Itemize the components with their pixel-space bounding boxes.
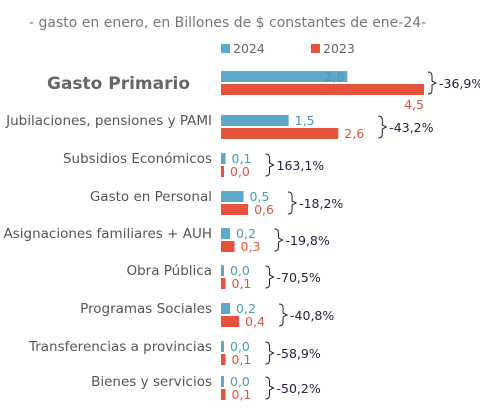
bar-2023	[221, 128, 339, 139]
category-label: Asignaciones familiares + AUH	[4, 226, 213, 242]
value-label-2024: 0,2	[236, 301, 256, 316]
bar-2024	[221, 191, 244, 202]
value-label-2024: 0,1	[232, 151, 252, 166]
value-label-2024: 1,5	[295, 113, 315, 128]
bar-2024	[221, 153, 226, 164]
value-label-2023: 0,6	[254, 202, 274, 217]
brace-connector	[288, 191, 298, 215]
variation-label: -18,2%	[299, 196, 343, 211]
bar-2024	[221, 115, 289, 126]
value-label-2024: 0,0	[230, 339, 250, 354]
value-label-2023: 4,5	[404, 97, 424, 112]
bar-2023	[221, 354, 226, 365]
variation-label: -43,2%	[389, 120, 433, 135]
brace-connector	[265, 376, 275, 400]
bar-2024	[221, 265, 224, 276]
brace-connector	[274, 228, 284, 252]
category-label: Programas Sociales	[80, 301, 212, 317]
value-label-2024: 0,2	[236, 226, 256, 241]
legend-label-2023: 2023	[323, 41, 355, 56]
value-label-2023: 0,0	[230, 164, 250, 179]
variation-label: -19,8%	[286, 233, 330, 248]
bar-2023	[221, 166, 224, 177]
variation-label: -50,2%	[277, 381, 321, 396]
bar-2024	[221, 303, 231, 314]
brace-connector	[378, 115, 388, 139]
variation-label: -70,5%	[277, 270, 321, 285]
bar-2024	[221, 376, 224, 387]
bars	[221, 71, 424, 400]
legend: 2024 2023	[221, 41, 355, 56]
bar-2024	[221, 71, 348, 82]
value-label-2024: 2,8	[324, 69, 344, 84]
variation-annotations: -36,9% -43,2% 163,1% -18,2% -19,8% -70,5% -40,…	[265, 71, 480, 400]
value-labels: 2,84,51,52,60,10,00,50,60,20,30,00,10,20…	[230, 69, 424, 402]
value-label-2023: 2,6	[344, 126, 364, 141]
chart-subtitle: - gasto en enero, en Billones de $ const…	[29, 15, 426, 31]
bar-2024	[221, 228, 231, 239]
brace-connector	[265, 341, 275, 365]
category-label: Transferencias a provincias	[28, 339, 212, 355]
brace-connector	[279, 303, 289, 327]
bar-2023	[221, 84, 424, 95]
value-label-2024: 0,5	[250, 189, 270, 204]
value-label-2024: 0,0	[230, 263, 250, 278]
category-label: Subsidios Económicos	[63, 151, 212, 167]
category-label: Gasto en Personal	[90, 189, 212, 205]
variation-label: 163,1%	[277, 158, 325, 173]
category-labels: Gasto Primario Jubilaciones, pensiones y …	[4, 74, 213, 390]
brace-connector	[265, 153, 275, 177]
value-label-2023: 0,3	[241, 239, 261, 254]
bar-2024	[221, 341, 224, 352]
bar-2023	[221, 389, 226, 400]
value-label-2023: 0,1	[232, 387, 252, 402]
variation-label: -58,9%	[277, 346, 321, 361]
value-label-2023: 0,4	[245, 314, 265, 329]
category-label: Bienes y servicios	[91, 374, 212, 390]
value-label-2024: 0,0	[230, 374, 250, 389]
brace-connector	[427, 71, 438, 95]
variation-label: -40,8%	[290, 308, 334, 323]
variation-label: -36,9%	[439, 76, 480, 91]
category-label: Obra Pública	[126, 263, 212, 279]
brace-connector	[265, 265, 275, 289]
legend-swatch-2024	[221, 44, 230, 53]
legend-swatch-2023	[311, 44, 320, 53]
bar-2023	[221, 278, 226, 289]
legend-label-2024: 2024	[233, 41, 265, 56]
value-label-2023: 0,1	[232, 352, 252, 367]
bar-2023	[221, 204, 249, 215]
category-label: Jubilaciones, pensiones y PAMI	[5, 113, 212, 129]
bar-2023	[221, 316, 240, 327]
category-label: Gasto Primario	[47, 74, 190, 94]
value-label-2023: 0,1	[232, 276, 252, 291]
bar-2023	[221, 241, 235, 252]
